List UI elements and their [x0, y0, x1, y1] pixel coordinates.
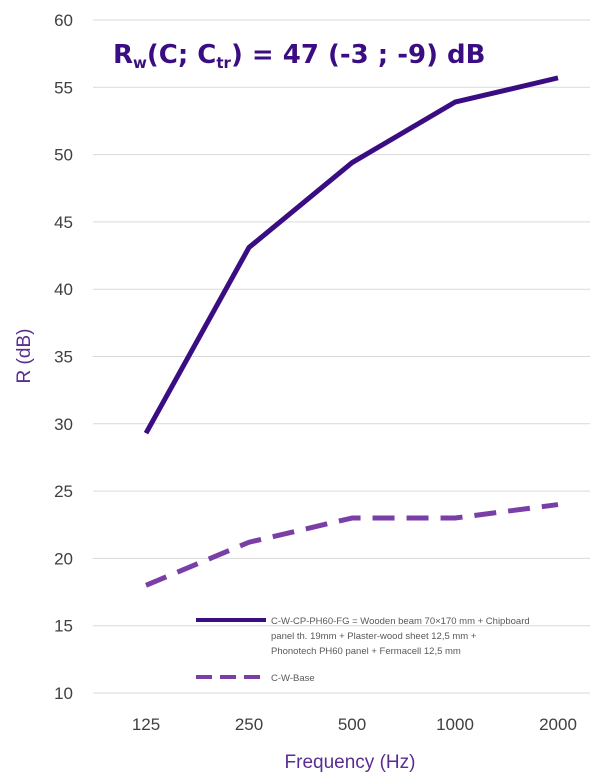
- ctr-subscript: tr: [216, 54, 231, 72]
- y-tick-label: 30: [54, 415, 73, 434]
- y-tick-label: 45: [54, 213, 73, 232]
- y-tick-label: 25: [54, 482, 73, 501]
- legend-label-series-1-line-1: C-W-CP-PH60-FG = Wooden beam 70×170 mm +…: [271, 616, 530, 627]
- y-axis-title: R (dB): [14, 329, 35, 384]
- y-tick-label: 10: [54, 684, 73, 703]
- x-tick-label: 125: [132, 715, 160, 734]
- y-tick-label: 60: [54, 11, 73, 30]
- rw-rest: ) = 47 (-3 ; -9) dB: [231, 40, 486, 70]
- legend-label-series-1-line-3: Phonotech PH60 panel + Fermacell 12,5 mm: [271, 646, 461, 657]
- y-tick-label: 55: [54, 78, 73, 97]
- legend: C-W-CP-PH60-FG = Wooden beam 70×170 mm +…: [196, 616, 530, 684]
- rw-open: (C; C: [147, 40, 217, 70]
- x-tick-labels: 125 250 500 1000 2000: [132, 715, 577, 734]
- y-tick-label: 20: [54, 549, 73, 568]
- y-tick-label: 35: [54, 348, 73, 367]
- legend-label-series-1-line-2: panel th. 19mm + Plaster-wood sheet 12,5…: [271, 631, 477, 642]
- x-axis-title: Frequency (Hz): [285, 752, 416, 773]
- y-tick-label: 40: [54, 280, 73, 299]
- y-tick-label: 50: [54, 146, 73, 165]
- series-lines: [143, 75, 559, 588]
- y-tick-label: 15: [54, 617, 73, 636]
- series-line-2: [145, 502, 559, 588]
- series-line-1: [143, 75, 559, 435]
- x-tick-label: 500: [338, 715, 366, 734]
- x-tick-label: 250: [235, 715, 263, 734]
- x-tick-label: 2000: [539, 715, 577, 734]
- rw-main: R: [113, 40, 133, 70]
- gridlines: [93, 19, 590, 694]
- rw-formula-annotation: Rw(C; Ctr) = 47 (-3 ; -9) dB: [113, 40, 485, 72]
- legend-label-series-2: C-W-Base: [271, 673, 315, 684]
- y-tick-labels: 10 15 20 25 30 35 40 45 50 55 60: [54, 11, 73, 703]
- x-tick-label: 1000: [436, 715, 474, 734]
- rw-subscript: w: [133, 54, 147, 72]
